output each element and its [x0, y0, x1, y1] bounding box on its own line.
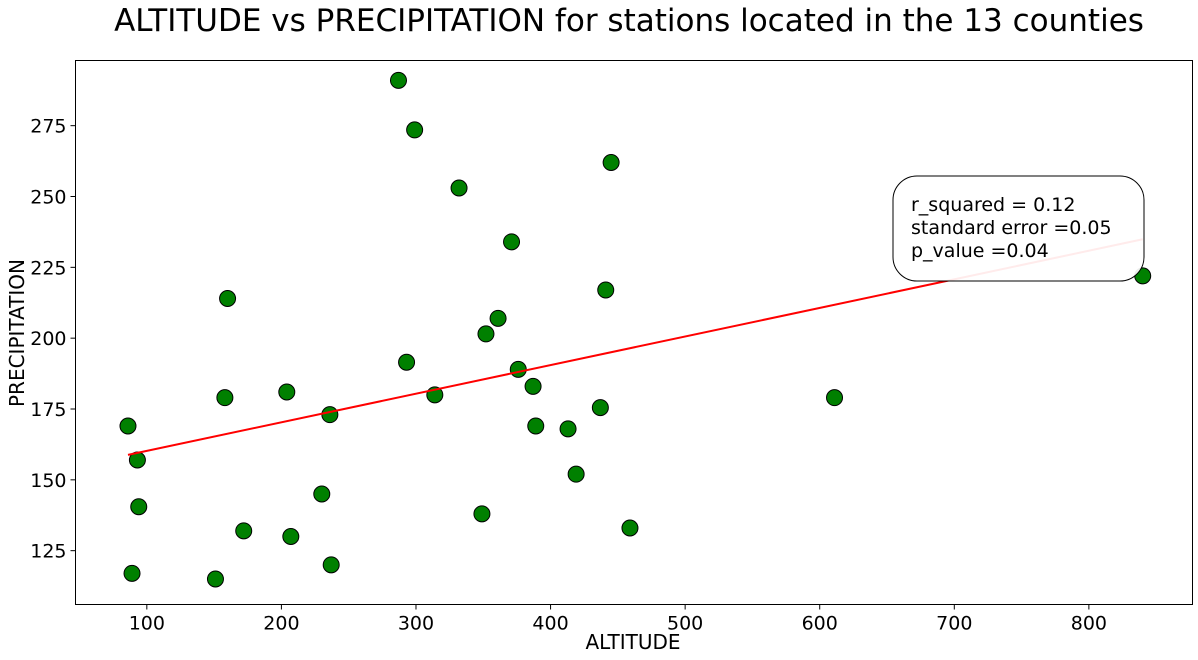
data-point-20 — [477, 325, 495, 343]
data-point-24 — [524, 377, 542, 395]
data-point-27 — [567, 465, 585, 483]
plot-area-frame — [75, 60, 1193, 605]
y-tick-label: 225 — [30, 257, 66, 279]
x-tick-label: 300 — [398, 613, 434, 635]
y-tick-label: 150 — [30, 470, 66, 492]
x-tick-label: 500 — [667, 613, 703, 635]
data-point-31 — [621, 519, 639, 537]
x-tick-label: 200 — [263, 613, 299, 635]
stats-standard-error: standard error =0.05 — [911, 217, 1112, 239]
x-axis-label: ALTITUDE — [585, 630, 680, 654]
data-point-13 — [322, 556, 340, 574]
x-tick-label: 800 — [1071, 613, 1107, 635]
y-tick-label: 275 — [30, 116, 66, 138]
data-point-21 — [489, 309, 507, 327]
data-point-16 — [406, 121, 424, 139]
data-point-2 — [123, 564, 141, 582]
data-point-26 — [559, 420, 577, 438]
data-point-8 — [235, 522, 253, 540]
data-point-5 — [206, 570, 224, 588]
data-point-6 — [216, 389, 234, 407]
data-point-12 — [321, 406, 339, 424]
data-point-28 — [591, 399, 609, 417]
data-point-1 — [119, 417, 137, 435]
stats-annotation-box: r_squared = 0.12 standard error =0.05 p_… — [892, 175, 1145, 282]
data-point-18 — [450, 179, 468, 197]
data-point-11 — [313, 485, 331, 503]
x-tick-label: 400 — [532, 613, 568, 635]
data-point-22 — [503, 233, 521, 251]
data-point-10 — [282, 528, 300, 545]
y-axis: 125 150 175 200 225 250 275 — [30, 116, 76, 563]
y-axis-label: PRECIPITATION — [5, 259, 29, 407]
stats-p-value: p_value =0.04 — [911, 240, 1049, 262]
data-point-14 — [389, 71, 407, 89]
x-axis: 100 200 300 400 500 600 700 800 — [129, 604, 1107, 635]
data-point-25 — [527, 417, 545, 435]
plot-content — [119, 71, 1152, 588]
chart-title: ALTITUDE vs PRECIPITATION for stations l… — [114, 3, 1144, 39]
x-tick-label: 100 — [129, 613, 165, 635]
data-point-32 — [826, 389, 844, 407]
y-tick-label: 200 — [30, 328, 66, 350]
data-point-29 — [597, 281, 615, 299]
data-point-30 — [602, 154, 620, 171]
data-point-4 — [130, 498, 148, 516]
stats-box-frame — [892, 175, 1145, 282]
data-point-19 — [473, 505, 491, 523]
x-tick-label: 600 — [802, 613, 838, 635]
y-tick-label: 125 — [30, 541, 66, 563]
data-point-7 — [219, 290, 237, 307]
stats-r-squared: r_squared = 0.12 — [911, 194, 1075, 216]
data-point-15 — [398, 353, 416, 371]
x-tick-label: 700 — [936, 613, 972, 635]
y-tick-label: 250 — [30, 187, 66, 209]
y-tick-label: 175 — [30, 399, 66, 421]
data-point-23 — [509, 360, 527, 378]
data-point-9 — [278, 383, 296, 401]
